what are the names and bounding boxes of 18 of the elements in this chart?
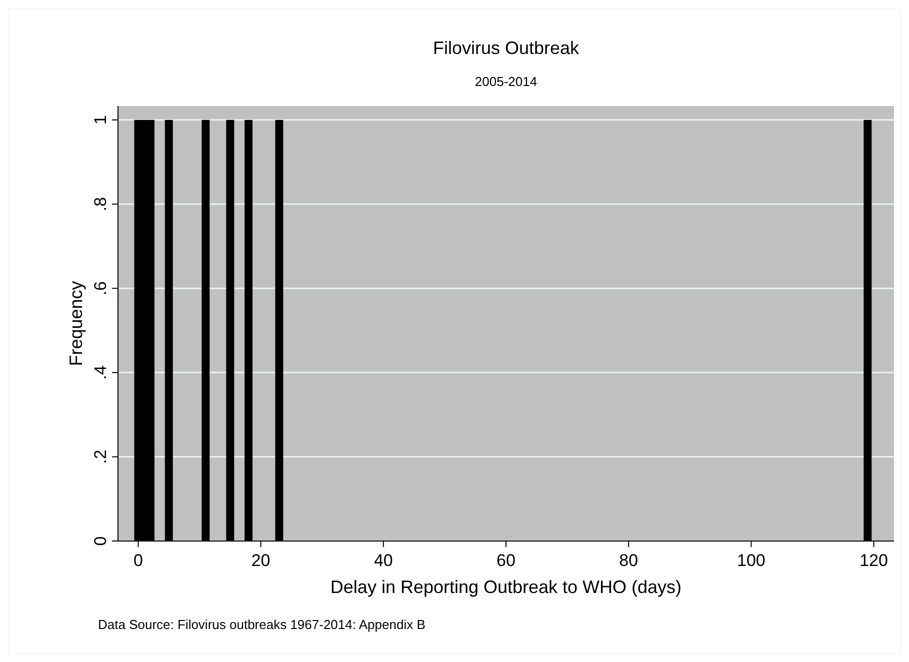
x-tick-label: 120 bbox=[860, 551, 888, 570]
x-tick-label: 40 bbox=[374, 551, 393, 570]
x-axis-title: Delay in Reporting Outbreak to WHO (days) bbox=[330, 577, 682, 597]
y-tick-label: .8 bbox=[91, 197, 110, 212]
x-tick-label: 20 bbox=[251, 551, 270, 570]
y-tick-label: .2 bbox=[91, 450, 110, 464]
x-tick-label: 60 bbox=[496, 551, 516, 570]
x-tick-label: 0 bbox=[133, 551, 143, 570]
x-tick-label: 80 bbox=[619, 551, 638, 570]
x-tick-label: 100 bbox=[736, 551, 766, 570]
chart-subtitle: 2005-2014 bbox=[474, 74, 538, 89]
y-axis-title: Frequency bbox=[66, 280, 86, 366]
source-note: Data Source: Filovirus outbreaks 1967-2014: Appendix B bbox=[98, 617, 426, 632]
y-tick-label: 1 bbox=[91, 115, 110, 125]
y-tick-label: 0 bbox=[91, 536, 110, 546]
y-tick-label: .4 bbox=[91, 365, 110, 380]
y-tick-label: .6 bbox=[91, 281, 110, 296]
chart-title: Filovirus Outbreak bbox=[432, 38, 580, 58]
